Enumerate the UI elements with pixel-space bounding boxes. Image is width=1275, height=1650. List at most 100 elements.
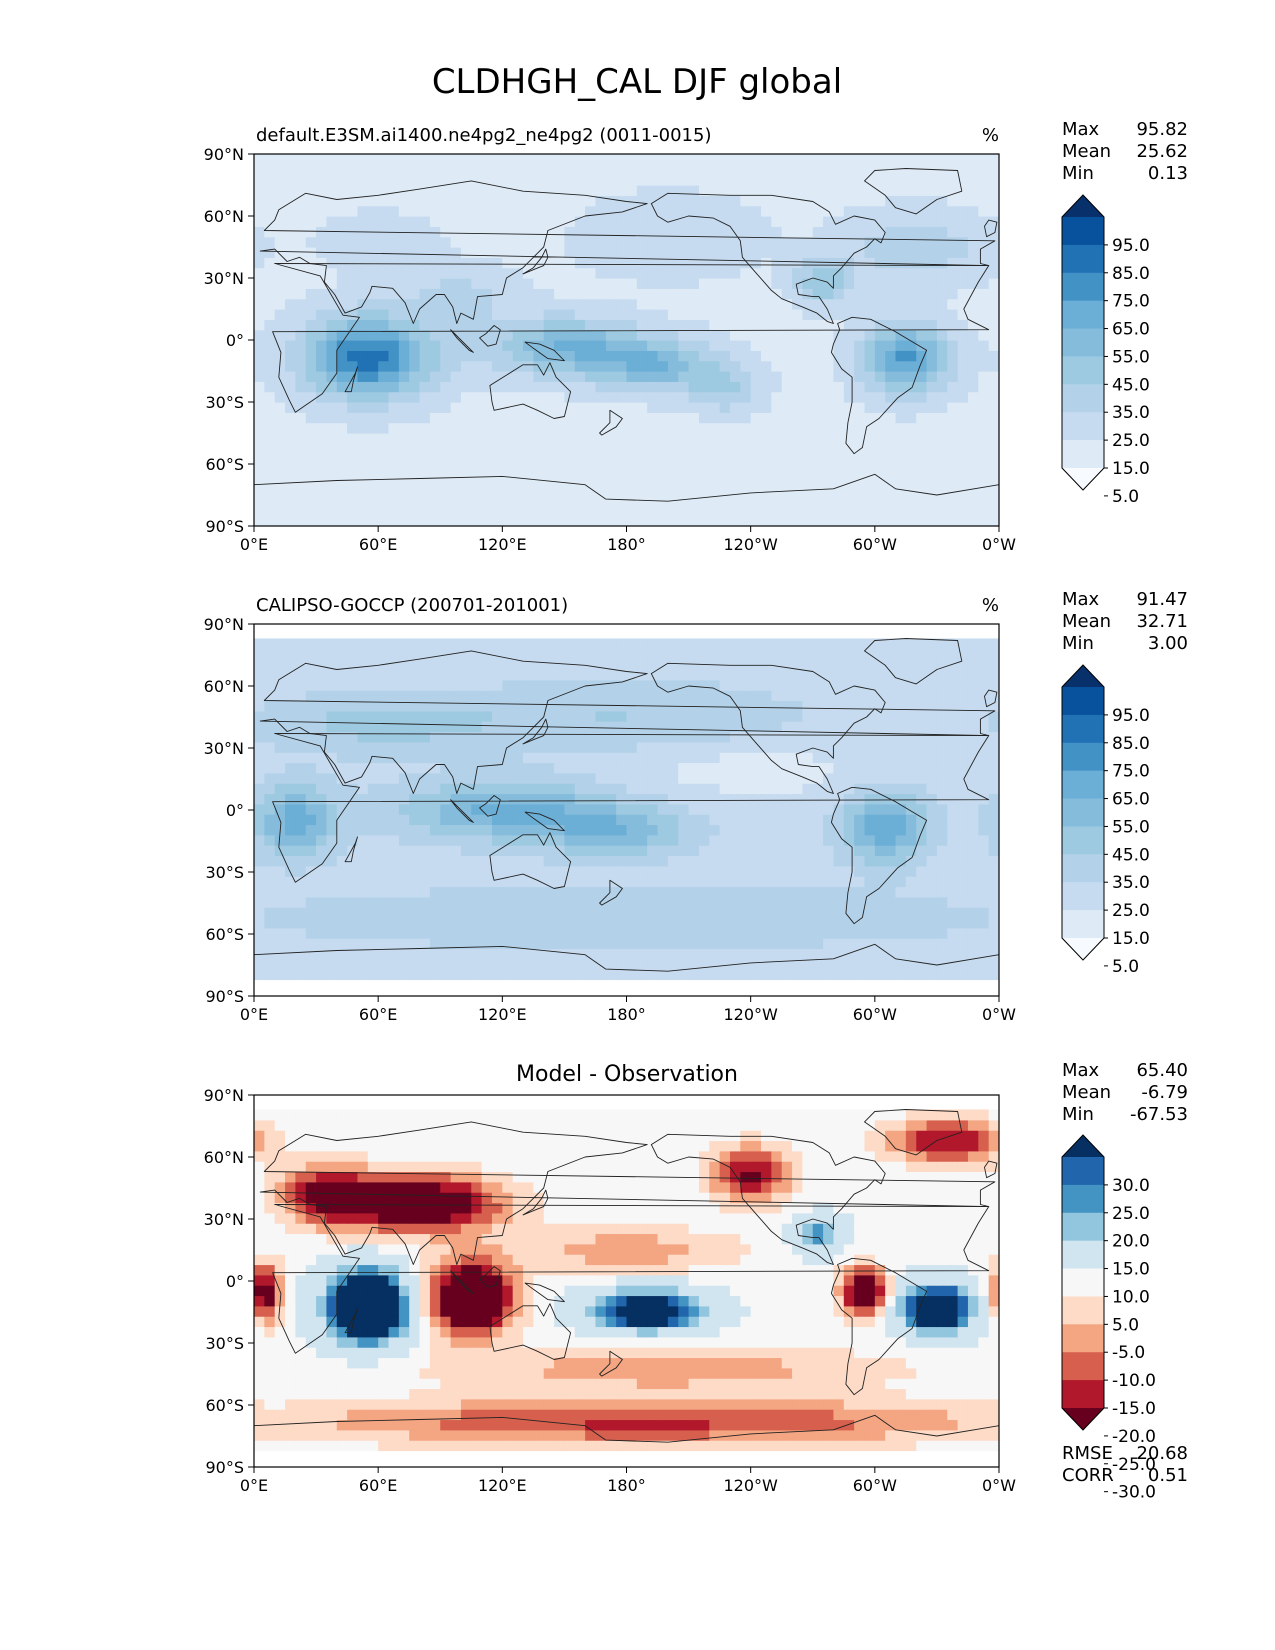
obs-field-cell — [926, 876, 938, 888]
obs-field-cell — [750, 700, 762, 712]
model-field-cell — [657, 185, 669, 196]
obs-field-cell — [688, 752, 700, 764]
model-field-cell — [523, 453, 534, 465]
model-field-cell — [295, 433, 307, 444]
model-field-cell — [833, 340, 845, 351]
obs-field-cell — [512, 803, 524, 815]
obs-field-cell — [429, 783, 441, 795]
obs-field-cell — [574, 710, 586, 722]
model-field-cell — [688, 278, 700, 289]
obs-field-cell — [895, 907, 907, 919]
model-field-cell — [388, 381, 400, 393]
model-field-cell — [719, 216, 731, 227]
model-field-cell — [254, 340, 265, 351]
model-field-cell — [326, 236, 338, 248]
model-field-cell — [874, 391, 886, 403]
model-field-cell — [254, 381, 265, 393]
obs-field-cell — [347, 938, 359, 950]
model-field-cell — [709, 433, 721, 444]
obs-field-cell — [905, 679, 917, 691]
obs-field-cell — [688, 648, 700, 660]
obs-field-cell — [698, 824, 710, 836]
obs-field-cell — [554, 700, 566, 712]
model-field-cell — [336, 195, 348, 207]
obs-field-cell — [916, 710, 928, 722]
model-field-cell — [316, 309, 328, 320]
obs-field-cell — [864, 938, 876, 950]
obs-field-cell — [543, 969, 555, 981]
model-field-cell — [429, 185, 441, 196]
model-field-cell — [792, 391, 804, 403]
obs-field-cell — [491, 783, 503, 795]
obs-field-cell — [254, 958, 265, 970]
model-field-cell — [574, 350, 586, 362]
model-field-cell — [533, 412, 545, 424]
obs-field-cell — [502, 700, 514, 712]
model-field-cell — [316, 205, 328, 217]
model-field-cell — [905, 195, 917, 207]
obs-field-cell — [367, 762, 379, 774]
obs-field-cell — [647, 824, 659, 836]
model-field-cell — [895, 464, 907, 475]
model-field-cell — [605, 278, 617, 289]
model-field-cell — [450, 505, 462, 517]
model-field-cell — [523, 412, 534, 424]
model-field-cell — [543, 174, 555, 186]
obs-field-cell — [916, 783, 928, 795]
obs-field-cell — [460, 679, 472, 691]
obs-field-cell — [460, 855, 472, 867]
obs-field-cell — [595, 762, 607, 774]
obs-field-cell — [926, 679, 938, 691]
obs-field-cell — [440, 793, 452, 805]
obs-field-cell — [874, 783, 886, 795]
model-field-cell — [771, 340, 783, 351]
obs-field-cell — [895, 669, 907, 681]
model-field-cell — [305, 484, 317, 496]
obs-field-cell — [771, 938, 783, 950]
model-ytick-label: 90°N — [204, 145, 244, 164]
obs-field-cell — [719, 721, 731, 733]
model-field-cell — [605, 474, 617, 486]
obs-field-cell — [874, 752, 886, 764]
obs-field-cell — [554, 958, 566, 970]
obs-field-cell — [326, 741, 338, 753]
obs-field-cell — [347, 865, 359, 877]
model-field-cell — [595, 340, 607, 351]
model-field-cell — [378, 371, 390, 382]
model-field-cell — [688, 484, 700, 496]
model-field-cell — [543, 154, 555, 165]
obs-field-cell — [729, 741, 741, 753]
obs-field-cell — [802, 690, 814, 702]
model-field-cell — [895, 350, 907, 362]
model-colorbar: 95.085.075.065.055.045.035.025.015.05.0 — [1061, 194, 1150, 507]
model-field-cell — [254, 185, 265, 196]
model-field-cell — [626, 205, 638, 217]
model-field-cell — [585, 164, 597, 176]
model-field-cell — [988, 236, 999, 248]
model-field-cell — [491, 236, 503, 248]
obs-field-cell — [616, 752, 628, 764]
obs-field-cell — [719, 741, 731, 753]
obs-field-cell — [874, 700, 886, 712]
obs-field-cell — [326, 648, 338, 660]
model-field-cell — [719, 402, 731, 413]
model-field-cell — [491, 309, 503, 320]
obs-field-cell — [388, 710, 400, 722]
model-field-cell — [905, 247, 917, 258]
model-field-cell — [916, 402, 928, 413]
obs-field-cell — [916, 700, 928, 712]
model-field-cell — [647, 216, 659, 227]
obs-field-cell — [678, 834, 690, 846]
obs-field-cell — [605, 762, 617, 774]
model-field-cell — [367, 257, 379, 269]
model-field-cell — [512, 298, 524, 310]
model-field-cell — [316, 164, 328, 176]
obs-field-cell — [460, 721, 472, 733]
model-field-cell — [647, 267, 659, 279]
model-field-cell — [667, 381, 679, 393]
model-field-cell — [347, 412, 359, 424]
obs-field-cell — [460, 669, 472, 681]
obs-field-cell — [523, 669, 534, 681]
model-field-cell — [750, 402, 762, 413]
model-field-cell — [564, 174, 576, 186]
